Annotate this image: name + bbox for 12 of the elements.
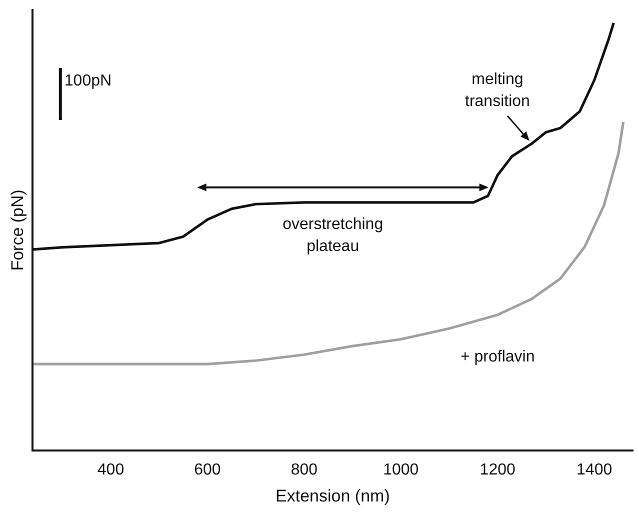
x-axis-title: Extension (nm) <box>276 486 390 506</box>
annotation: melting transition <box>464 71 530 110</box>
x-tick-label: 1400 <box>576 461 612 478</box>
annotation: overstretching plateau <box>282 216 384 255</box>
series-label: + proflavin <box>460 348 535 366</box>
x-tick-label: 1000 <box>383 461 419 478</box>
x-tick-label: 800 <box>290 461 318 478</box>
annotation: 100pN <box>64 72 112 90</box>
x-tick-label: 1200 <box>480 461 516 478</box>
x-tick-label: 400 <box>97 461 124 478</box>
y-axis-title: Force (pN) <box>8 190 27 271</box>
x-tick-label: 600 <box>194 461 221 478</box>
